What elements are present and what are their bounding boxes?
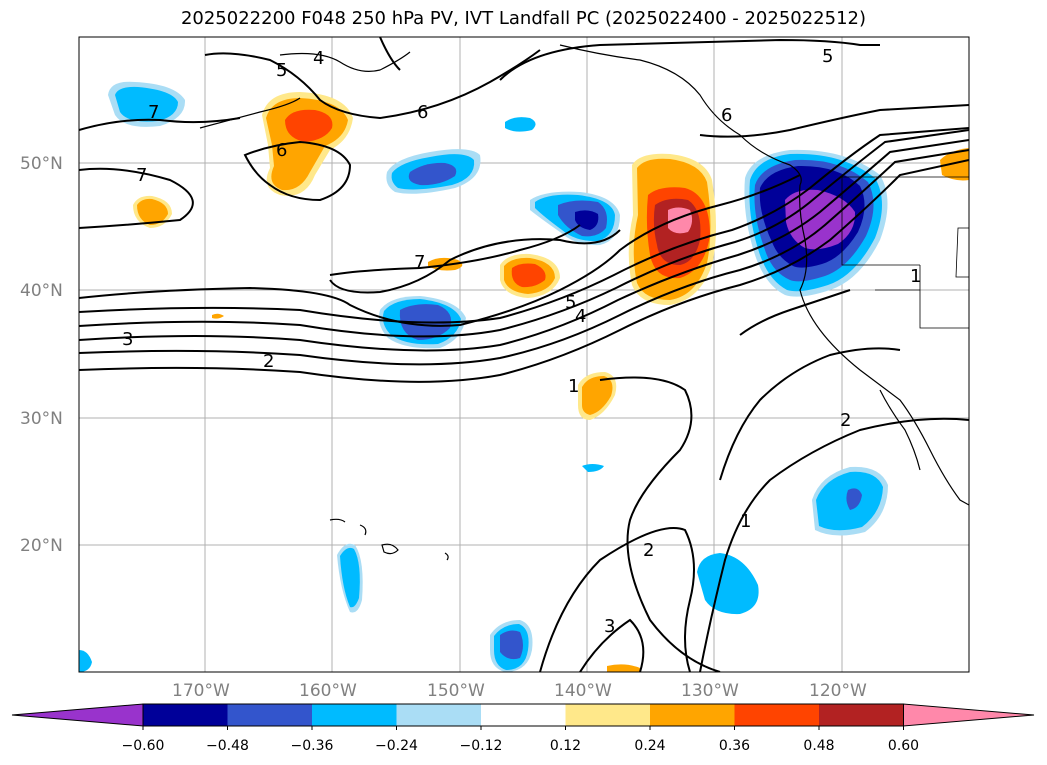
contour-label-6: 6 (417, 102, 428, 123)
contour-label-3b: 3 (604, 616, 615, 637)
contour-label-1: 1 (568, 376, 579, 397)
contour-label-7: 7 (148, 102, 159, 123)
colorbar-segment (734, 704, 820, 726)
colorbar-segment (143, 704, 228, 726)
contour-label-2b: 2 (840, 410, 851, 431)
contour-labels: 4 5 6 7 6 7 3 2 5 4 1 1 2 1 2 3 5 6 7 (122, 46, 921, 637)
lon-label-160w: 160°W (299, 681, 357, 701)
contour-label-5c: 5 (822, 46, 833, 67)
colorbar-segment (650, 704, 735, 726)
contour-label-5: 5 (276, 60, 287, 81)
contour-label-1c: 1 (740, 511, 751, 532)
colorbar-segment (481, 704, 566, 726)
lon-label-150w: 150°W (427, 681, 485, 701)
contour-label-6b: 6 (276, 140, 287, 161)
lat-label-50n: 50°N (20, 154, 63, 174)
pv-shading (79, 81, 969, 672)
ivt-contours (79, 37, 969, 672)
contour-label-2c: 2 (643, 540, 654, 561)
colorbar-tick-label: 0.36 (719, 738, 750, 754)
map-area (79, 37, 969, 672)
colorbar: −0.60 −0.48 −0.36 −0.24 −0.12 0.12 0.24 0.36 0.4… (11, 703, 1035, 754)
contour-label-5b: 5 (565, 292, 576, 313)
lon-label-140w: 140°W (554, 681, 612, 701)
colorbar-tick-label: −0.48 (206, 738, 249, 754)
figure-title: 2025022200 F048 250 hPa PV, IVT Landfall… (180, 8, 867, 29)
contour-label-3: 3 (122, 329, 133, 350)
contour-label-6c: 6 (721, 105, 732, 126)
colorbar-tick-label: 0.60 (888, 738, 919, 754)
colorbar-tick-label: −0.24 (375, 738, 418, 754)
contour-label-7c: 7 (414, 252, 425, 273)
colorbar-extend-max (903, 703, 1035, 727)
colorbar-outline (142, 703, 904, 727)
lat-label-20n: 20°N (20, 536, 63, 556)
colorbar-tick-label: −0.36 (291, 738, 334, 754)
colorbar-extend-min (11, 703, 144, 727)
latitude-labels: 50°N 40°N 30°N 20°N (20, 154, 63, 556)
colorbar-tick-label: −0.60 (122, 738, 165, 754)
lon-label-170w: 170°W (172, 681, 230, 701)
lon-label-120w: 120°W (809, 681, 867, 701)
colorbar-segment (396, 704, 482, 726)
colorbar-segment (565, 704, 651, 726)
colorbar-segment (819, 704, 904, 726)
contour-label-4: 4 (313, 48, 324, 69)
longitude-labels: 170°W 160°W 150°W 140°W 130°W 120°W (172, 681, 867, 701)
lon-label-130w: 130°W (681, 681, 739, 701)
colorbar-tick-label: 0.48 (803, 738, 834, 754)
contour-label-4b: 4 (575, 306, 586, 327)
colorbar-segment (312, 704, 397, 726)
colorbar-tick-label: 0.12 (550, 738, 581, 754)
colorbar-tick-label: −0.12 (460, 738, 503, 754)
contour-label-7b: 7 (136, 165, 147, 186)
lat-label-40n: 40°N (20, 281, 63, 301)
colorbar-segment (227, 704, 313, 726)
contour-label-2: 2 (263, 351, 274, 372)
lat-label-30n: 30°N (20, 409, 63, 429)
colorbar-tick-label: 0.24 (634, 738, 665, 754)
map-frame (78, 36, 970, 673)
contour-label-1b: 1 (910, 266, 921, 287)
